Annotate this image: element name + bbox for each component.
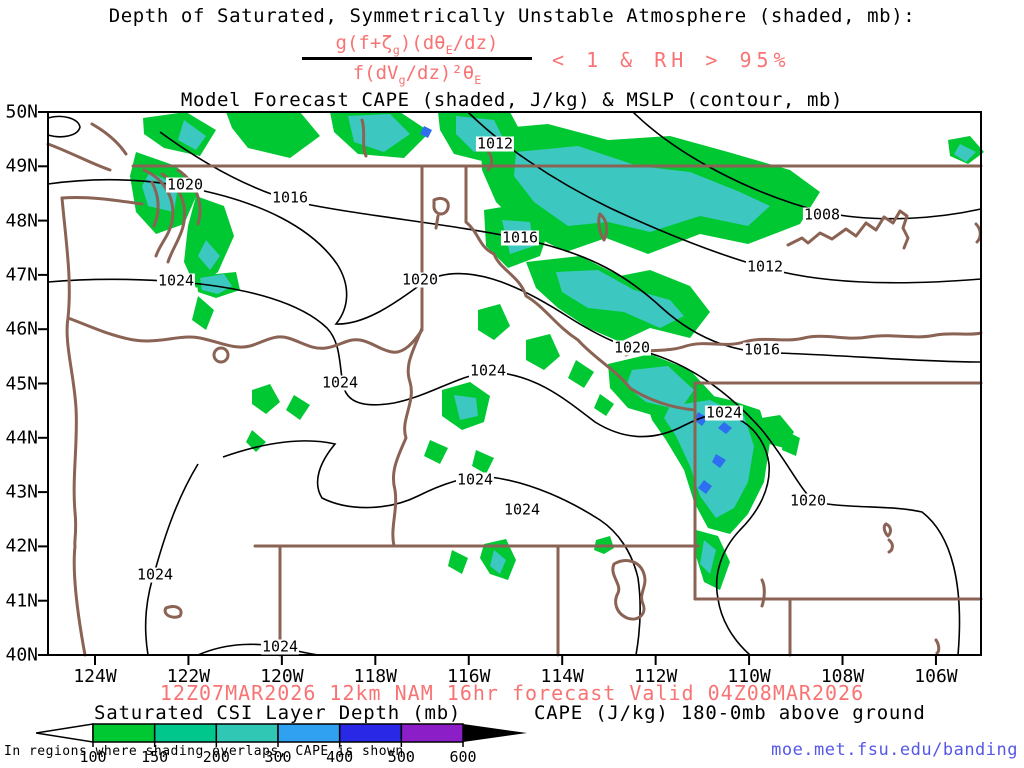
page-title: Depth of Saturated, Symmetrically Unstab… (108, 5, 916, 27)
contour-label: 1024 (502, 500, 542, 519)
lat-label: 49N (5, 155, 38, 177)
lat-label: 40N (5, 644, 38, 666)
map-frame (38, 111, 982, 665)
colorbar-tick-label: 100 (79, 748, 106, 766)
lon-label: 118W (353, 666, 397, 687)
lon-label: 114W (540, 666, 584, 687)
forecast-valid-line: 12Z07MAR2026 12km NAM 16hr forecast Vali… (159, 681, 865, 705)
lon-label: 120W (260, 666, 304, 687)
formula-numerator: g(f+ζg)(dθE/dz) (335, 32, 499, 57)
colorbar-segment (153, 723, 218, 743)
shading-cyan (142, 114, 976, 574)
colorbar-segment (215, 723, 279, 743)
contour-label: 1020 (788, 491, 828, 510)
lon-label: 122W (166, 666, 211, 687)
colorbar-tick-label: 300 (264, 748, 291, 766)
colorbar-tick-label: 150 (141, 748, 168, 766)
colorbar-segment (277, 723, 341, 743)
colorbar-tick-label: 400 (326, 748, 353, 766)
lon-label: 124W (73, 666, 117, 687)
colorbar-segment (92, 723, 156, 743)
weather-map (38, 111, 984, 665)
lon-label: 112W (633, 666, 678, 687)
colorbar-tick-label: 600 (449, 748, 476, 766)
geo-state-borders (131, 164, 983, 657)
geo-coast-rivers (46, 118, 983, 657)
colorbar-tick-label: 500 (388, 748, 415, 766)
colorbar-segment (400, 723, 464, 743)
lon-label: 110W (727, 666, 771, 687)
contour-label: 1024 (135, 565, 175, 584)
contour-label: 1020 (165, 175, 205, 194)
contour-label: 1024 (704, 403, 744, 422)
contour-label: 1020 (400, 270, 440, 289)
formula-condition: < 1 & RH > 95% (552, 48, 791, 72)
legend-title-csi: Saturated CSI Layer Depth (mb) (94, 702, 462, 724)
lat-label: 45N (5, 373, 38, 394)
contour-label: 1024 (468, 361, 508, 380)
contour-label: 1016 (270, 188, 310, 207)
overlap-note: In regions where shading overlaps, CAPE … (4, 744, 413, 759)
color-scale-bar: 100 150 200 300 400 500 600 (36, 723, 527, 766)
lat-label: 43N (5, 481, 38, 503)
contour-label: 1024 (320, 373, 360, 392)
source-url-link[interactable]: moe.met.fsu.edu/banding (771, 740, 1018, 760)
lat-label: 44N (5, 427, 38, 449)
contour-label: 1024 (455, 470, 495, 489)
lon-label: 106W (914, 666, 958, 687)
colorbar-tick-label: 200 (203, 748, 230, 766)
contour-label: 1012 (745, 257, 785, 276)
colorbar-left-arrow (36, 723, 94, 743)
contour-label: 1016 (742, 340, 782, 359)
lat-label: 46N (5, 318, 38, 340)
formula-fraction-bar (302, 57, 532, 60)
colorbar-right-arrow (463, 724, 527, 742)
contour-label: 1024 (156, 271, 196, 290)
lat-label: 48N (5, 210, 38, 232)
contour-label: 1024 (260, 637, 300, 656)
legend-title-cape: CAPE (J/kg) 180-0mb above ground (534, 702, 926, 724)
contour-label: 1016 (500, 228, 540, 247)
lon-label: 108W (820, 666, 865, 687)
shading-blue (420, 126, 732, 494)
colorbar-segment (338, 723, 403, 743)
lat-label: 41N (5, 590, 38, 612)
contour-label: 1008 (802, 205, 842, 224)
lon-label: 116W (447, 666, 491, 687)
contour-label: 1012 (475, 134, 515, 153)
lat-label: 42N (5, 535, 38, 557)
map-subtitle: Model Forecast CAPE (shaded, J/kg) & MSL… (180, 89, 844, 111)
lat-label: 47N (5, 264, 38, 286)
contour-label: 1020 (612, 338, 652, 357)
lat-label: 50N (5, 101, 38, 123)
formula-denominator: f(dVg/dz)²θE (352, 62, 482, 87)
